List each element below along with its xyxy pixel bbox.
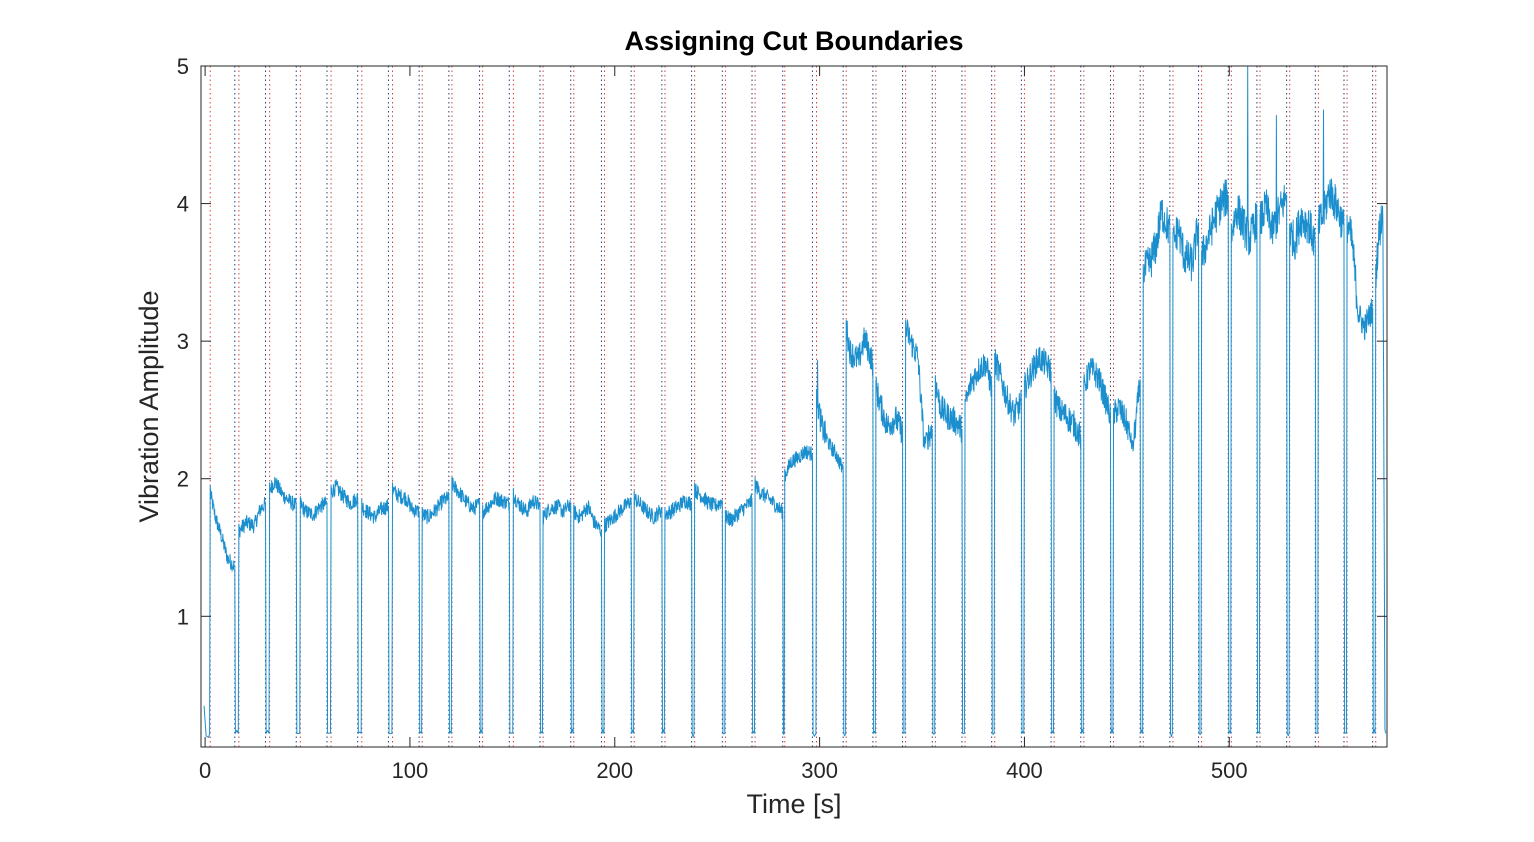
y-axis-label: Vibration Amplitude — [134, 290, 164, 522]
y-tick-label: 4 — [177, 192, 189, 217]
x-tick-label: 200 — [596, 758, 633, 783]
y-tick-label: 1 — [177, 604, 189, 629]
signal-layer — [203, 65, 1387, 738]
x-tick-label: 300 — [801, 758, 838, 783]
y-tick-label: 2 — [177, 467, 189, 492]
chart-title: Assigning Cut Boundaries — [624, 26, 963, 56]
x-axis-label: Time [s] — [746, 789, 841, 819]
y-tick-label: 5 — [177, 54, 189, 79]
x-tick-label: 400 — [1006, 758, 1043, 783]
vibration-signal-line — [203, 65, 1387, 738]
x-tick-label: 0 — [199, 758, 211, 783]
x-tick-label: 500 — [1211, 758, 1248, 783]
x-tick-label: 100 — [392, 758, 429, 783]
axes-box — [200, 65, 1388, 748]
y-tick-label: 3 — [177, 329, 189, 354]
axis-ticks: 0 100 200 300 400 500 1 2 3 4 5 — [177, 54, 1387, 783]
